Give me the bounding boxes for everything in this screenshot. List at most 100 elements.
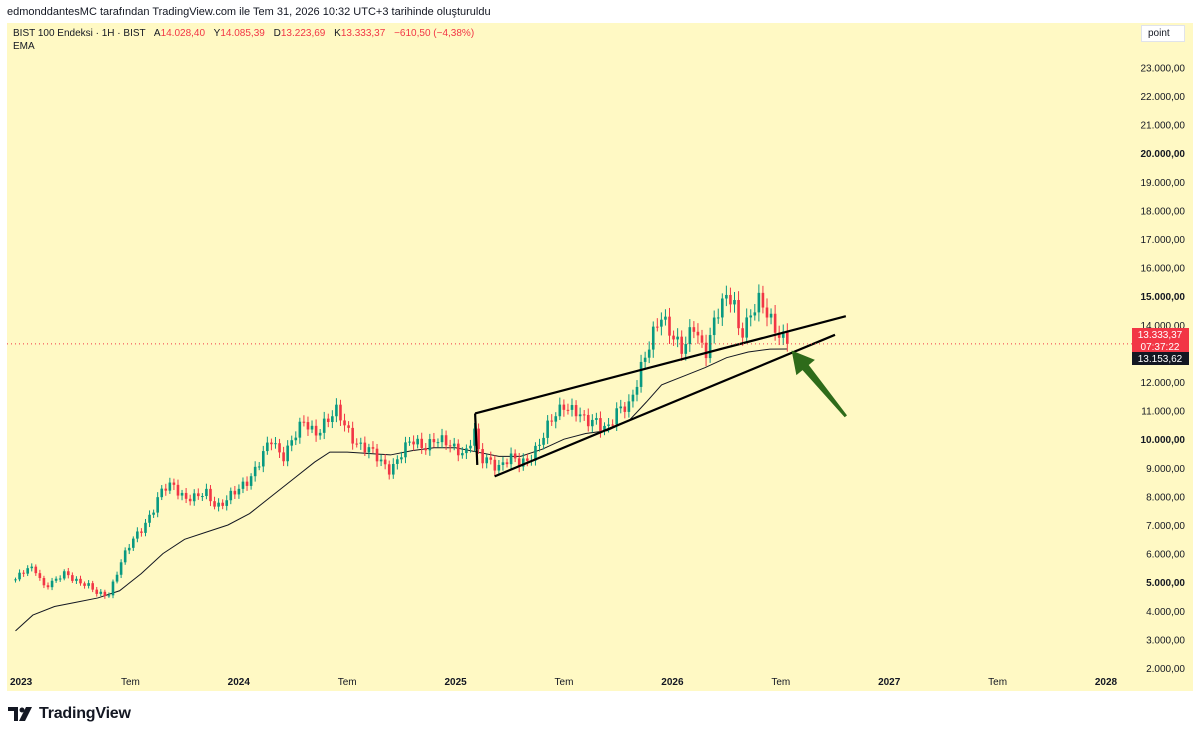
- candle-body: [343, 420, 346, 426]
- candle-body: [363, 442, 367, 453]
- candle-body: [676, 336, 679, 340]
- x-tick-label: Tem: [121, 677, 140, 688]
- x-axis[interactable]: 2023 Tem 2024 Tem 2025 Tem 2026 Tem 2027 Tem 2028: [10, 677, 1118, 688]
- ema-value-label: 13.153,62: [1138, 354, 1183, 365]
- candle-body: [712, 317, 716, 336]
- y-tick-label: 11.000,00: [1141, 407, 1185, 418]
- x-tick-label: 2023: [10, 677, 33, 688]
- y-axis[interactable]: 2.000,00 3.000,00 4.000,00 5.000,00 6.000,00…: [1141, 63, 1186, 675]
- candle-body: [140, 531, 143, 533]
- candle-body: [440, 435, 444, 443]
- y-tick-label: 20.000,00: [1141, 149, 1186, 160]
- candle-body: [123, 550, 127, 563]
- candle-body: [383, 459, 387, 465]
- candle-body: [148, 514, 151, 523]
- last-price-tag: [1132, 328, 1189, 353]
- candle-body: [249, 476, 253, 486]
- candle-body: [737, 300, 740, 329]
- candle-body: [562, 404, 566, 410]
- trendline-upper: [474, 315, 847, 415]
- candle-body: [245, 481, 249, 486]
- candle-body: [538, 444, 541, 446]
- candle-body: [172, 482, 176, 485]
- symbol-label[interactable]: BIST 100 Endeksi · 1H · BIST: [13, 28, 146, 39]
- candle-body: [672, 335, 675, 340]
- chart-legend[interactable]: BIST 100 Endeksi · 1H · BIST A14.028,40 …: [13, 27, 474, 53]
- chart-svg[interactable]: 2.000,00 3.000,00 4.000,00 5.000,00 6.000,00…: [7, 23, 1193, 691]
- candle-body: [554, 416, 558, 422]
- y-tick-label: 12.000,00: [1141, 378, 1186, 389]
- candle-body: [387, 464, 391, 475]
- y-tick-label: 15.000,00: [1141, 292, 1186, 303]
- x-tick-label: Tem: [771, 677, 790, 688]
- candle-body: [310, 425, 314, 430]
- candle-body: [164, 488, 168, 491]
- chart-attribution: edmonddantesMC tarafından TradingView.co…: [7, 6, 491, 18]
- open-label: A: [153, 28, 161, 39]
- candle-body: [26, 568, 29, 574]
- candle-body: [623, 406, 627, 412]
- candle-body: [688, 327, 692, 345]
- candle-body: [111, 581, 115, 596]
- candle-body: [54, 578, 58, 581]
- candle-body: [326, 418, 330, 423]
- candle-body: [237, 488, 241, 495]
- candle-body: [34, 566, 38, 574]
- candle-body: [144, 522, 147, 533]
- x-tick-label: 2025: [444, 677, 467, 688]
- candle-body: [180, 492, 184, 496]
- candle-body: [331, 416, 334, 423]
- y-tick-label: 18.000,00: [1141, 206, 1186, 217]
- candle-body: [83, 583, 86, 586]
- scale-mode-button[interactable]: point: [1141, 25, 1185, 42]
- candle-body: [306, 422, 310, 430]
- candle-body: [22, 572, 25, 574]
- candle-body: [725, 294, 728, 299]
- candle-body: [67, 571, 70, 576]
- candle-body: [225, 500, 229, 506]
- candle-body: [188, 498, 192, 502]
- candle-body: [367, 447, 371, 453]
- candle-body: [513, 453, 517, 459]
- y-tick-label: 9.000,00: [1146, 464, 1185, 475]
- candle-body: [257, 466, 261, 468]
- candle-body: [205, 488, 208, 497]
- change-value: −610,50 (−4,38%): [394, 28, 475, 39]
- candle-body: [497, 464, 501, 471]
- chart-panel[interactable]: 2.000,00 3.000,00 4.000,00 5.000,00 6.000,00…: [7, 23, 1193, 691]
- candle-body: [570, 405, 574, 410]
- candle-body: [286, 445, 289, 462]
- ema-indicator-label[interactable]: EMA: [13, 41, 35, 52]
- candle-body: [757, 292, 761, 313]
- candle-body: [30, 566, 34, 569]
- high-value: 14.085,39: [220, 28, 265, 39]
- candle-body: [136, 531, 139, 539]
- candle-body: [168, 482, 172, 491]
- candle-body: [347, 425, 350, 428]
- close-value: 13.333,37: [340, 28, 386, 39]
- candle-body: [71, 575, 74, 581]
- candle-body: [595, 418, 598, 420]
- candle-body: [209, 488, 212, 502]
- candle-body: [481, 449, 484, 464]
- candle-body: [396, 459, 399, 464]
- candle-body: [591, 419, 594, 427]
- candle-body: [769, 313, 773, 318]
- candle-body: [75, 578, 78, 581]
- candle-body: [50, 580, 54, 588]
- candle-body: [448, 445, 452, 447]
- candle-body: [79, 578, 82, 584]
- candle-body: [400, 457, 403, 460]
- y-tick-label: 5.000,00: [1146, 578, 1185, 589]
- x-tick-label: 2024: [228, 677, 251, 688]
- countdown-label: 07:37:22: [1141, 342, 1180, 353]
- candle-body: [176, 484, 180, 496]
- x-tick-label: 2026: [661, 677, 684, 688]
- candle-body: [781, 331, 785, 338]
- candle-body: [668, 316, 671, 336]
- tradingview-logo[interactable]: TradingView: [8, 705, 131, 723]
- candle-body: [217, 502, 220, 507]
- candle-body: [566, 409, 570, 411]
- y-tick-label: 17.000,00: [1141, 235, 1186, 246]
- close-label: K: [334, 28, 341, 39]
